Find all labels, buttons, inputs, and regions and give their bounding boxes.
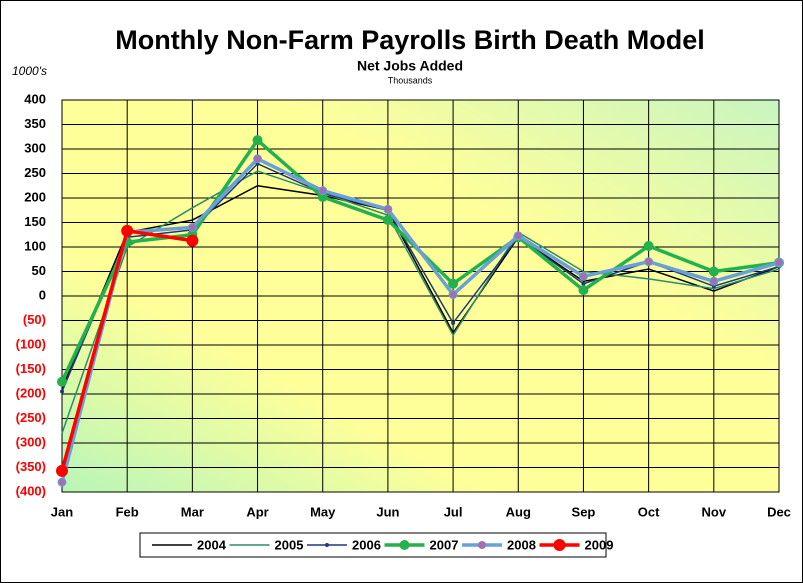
y-tick-label: 400 bbox=[24, 91, 46, 106]
y-tick-label: (100) bbox=[16, 336, 46, 351]
legend-label: 2006 bbox=[352, 537, 381, 552]
x-tick-label: Jul bbox=[444, 504, 463, 519]
y-tick-label: 350 bbox=[24, 116, 46, 131]
x-tick-label: Jun bbox=[376, 504, 399, 519]
y-tick-label: (300) bbox=[16, 434, 46, 449]
series-marker bbox=[187, 222, 197, 232]
y-tick-label: 50 bbox=[32, 263, 46, 278]
series-marker bbox=[448, 290, 458, 300]
series-marker bbox=[451, 320, 456, 325]
series-marker bbox=[186, 234, 199, 247]
series-marker bbox=[448, 278, 459, 289]
series-marker bbox=[57, 477, 67, 487]
series-marker bbox=[121, 224, 134, 237]
chart-subtitle-2: Thousands bbox=[388, 75, 433, 85]
series-marker bbox=[252, 135, 263, 146]
legend-marker bbox=[553, 539, 566, 551]
x-tick-label: Mar bbox=[181, 504, 204, 519]
series-marker bbox=[578, 271, 588, 281]
x-tick-label: May bbox=[310, 504, 336, 519]
series-marker bbox=[318, 186, 328, 196]
series-marker bbox=[60, 389, 64, 394]
y-tick-label: 250 bbox=[24, 165, 46, 180]
chart-subtitle: Net Jobs Added bbox=[357, 58, 463, 74]
series-marker bbox=[709, 276, 719, 286]
legend-label: 2009 bbox=[585, 537, 614, 552]
y-unit-label: 1000's bbox=[12, 64, 47, 78]
plot-border bbox=[61, 99, 780, 493]
series-marker bbox=[644, 257, 654, 267]
y-tick-label: (50) bbox=[23, 312, 46, 327]
series-line bbox=[61, 185, 780, 390]
x-tick-label: Dec bbox=[767, 504, 791, 519]
y-tick-label: 300 bbox=[24, 140, 46, 155]
y-tick-label: 0 bbox=[39, 287, 46, 302]
y-tick-label: (350) bbox=[16, 459, 46, 474]
legend-label: 2007 bbox=[430, 537, 459, 552]
y-tick-label: (150) bbox=[16, 361, 46, 376]
series-marker bbox=[56, 464, 68, 477]
series-marker bbox=[708, 266, 719, 277]
series-marker bbox=[383, 204, 393, 214]
series-marker bbox=[382, 215, 393, 226]
y-tick-label: 200 bbox=[24, 189, 46, 204]
series-line bbox=[61, 170, 780, 434]
x-tick-label: Nov bbox=[702, 504, 727, 519]
x-tick-label: Jan bbox=[51, 504, 73, 519]
legend-label: 2008 bbox=[507, 537, 536, 552]
legend-label: 2004 bbox=[197, 537, 227, 552]
series-marker bbox=[581, 281, 586, 286]
legend-marker bbox=[325, 543, 329, 547]
series-marker bbox=[317, 192, 328, 203]
y-tick-label: (400) bbox=[16, 483, 46, 498]
series-marker bbox=[643, 241, 654, 252]
legend-box bbox=[139, 532, 607, 558]
x-tick-label: Apr bbox=[246, 504, 268, 519]
y-tick-label: 100 bbox=[24, 238, 46, 253]
x-tick-label: Aug bbox=[506, 504, 531, 519]
x-tick-label: Sep bbox=[572, 504, 596, 519]
chart-title: Monthly Non-Farm Payrolls Birth Death Mo… bbox=[115, 25, 705, 55]
series-marker bbox=[578, 285, 589, 296]
x-tick-label: Oct bbox=[638, 504, 660, 519]
y-tick-label: (200) bbox=[16, 385, 46, 400]
x-tick-label: Feb bbox=[116, 504, 139, 519]
series-marker bbox=[513, 231, 523, 241]
legend-label: 2005 bbox=[275, 537, 304, 552]
y-tick-label: 150 bbox=[24, 214, 46, 229]
series-marker bbox=[57, 376, 67, 387]
y-tick-label: (250) bbox=[16, 410, 46, 425]
legend-marker bbox=[478, 541, 486, 549]
series-line bbox=[60, 157, 780, 483]
legend-marker bbox=[399, 540, 410, 550]
series-marker bbox=[253, 154, 263, 164]
series-marker bbox=[774, 258, 784, 268]
